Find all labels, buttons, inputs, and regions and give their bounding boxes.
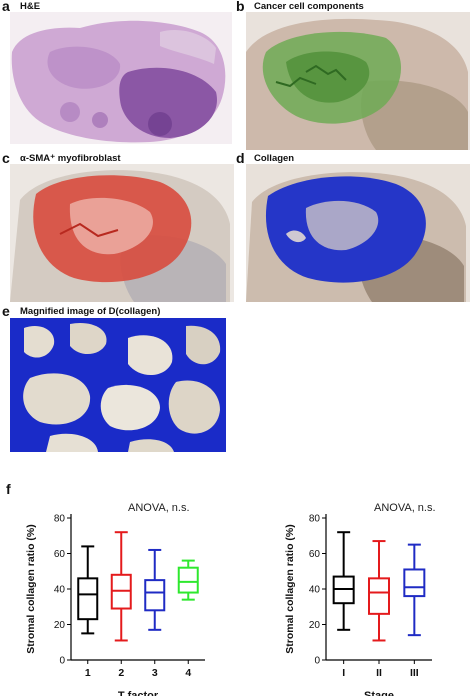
panel-title-a: H&E [20, 1, 41, 12]
x-tick-label: 1 [85, 667, 91, 679]
cancer-cell-component-image [246, 12, 470, 150]
y-tick-label: 40 [309, 585, 321, 596]
boxplot-stage: ANOVA, n.s. 0 20 40 60 80 Stromal collagen rat… [284, 502, 436, 696]
anova-annotation: ANOVA, n.s. [374, 502, 436, 514]
sma-myofibroblast-image [10, 164, 234, 302]
y-axis-label: Stromal collagen ratio (%) [25, 524, 37, 654]
box-1 [77, 545, 99, 635]
he-stain-image [10, 12, 232, 144]
iqr-box [368, 577, 390, 615]
box-II [368, 540, 390, 642]
box-III [403, 543, 426, 637]
boxplot-t-factor: ANOVA, n.s. 0 20 40 60 80 Stromal collagen rat… [25, 502, 205, 696]
iqr-box [77, 577, 99, 621]
x-tick-label: I [342, 667, 345, 679]
x-tick-label: 3 [152, 667, 158, 679]
panel-title-b: Cancer cell components [254, 1, 364, 12]
iqr-box [403, 568, 426, 598]
y-tick-label: 40 [54, 585, 66, 596]
x-tick-label: III [410, 667, 419, 679]
magnified-collagen-image [10, 318, 226, 452]
box-2 [110, 531, 132, 642]
anova-annotation: ANOVA, n.s. [128, 502, 190, 514]
x-tick-label: 4 [185, 667, 191, 679]
x-axis-label: Stage [364, 690, 394, 696]
y-tick-label: 60 [309, 549, 321, 560]
box-3 [144, 548, 166, 631]
panel-letter-c: c [2, 150, 10, 166]
y-tick-label: 20 [54, 620, 66, 631]
panel-letter-b: b [236, 0, 245, 14]
iqr-box [177, 566, 199, 594]
x-tick-label: 2 [118, 667, 124, 679]
panel-letter-d: d [236, 150, 245, 166]
x-tick-label: II [376, 667, 382, 679]
panel-letter-f: f [6, 481, 11, 497]
panel-title-e: Magnified image of D(collagen) [20, 306, 161, 317]
y-tick-label: 60 [54, 549, 66, 560]
box-4 [177, 559, 199, 601]
iqr-box [144, 579, 166, 612]
collagen-image [246, 164, 470, 302]
y-tick-label: 80 [309, 514, 321, 525]
panel-title-d: Collagen [254, 153, 295, 164]
y-tick-label: 20 [309, 620, 321, 631]
y-axis-label: Stromal collagen ratio (%) [284, 524, 296, 654]
panel-letter-e: e [2, 303, 10, 319]
y-tick-label: 80 [54, 514, 66, 525]
x-axis-label: T factor [118, 690, 159, 696]
y-tick-label: 0 [59, 656, 65, 667]
panel-title-c: α-SMA⁺ myofibroblast [20, 153, 121, 164]
panel-letter-a: a [2, 0, 10, 14]
box-I [332, 531, 355, 631]
y-tick-label: 0 [314, 656, 320, 667]
